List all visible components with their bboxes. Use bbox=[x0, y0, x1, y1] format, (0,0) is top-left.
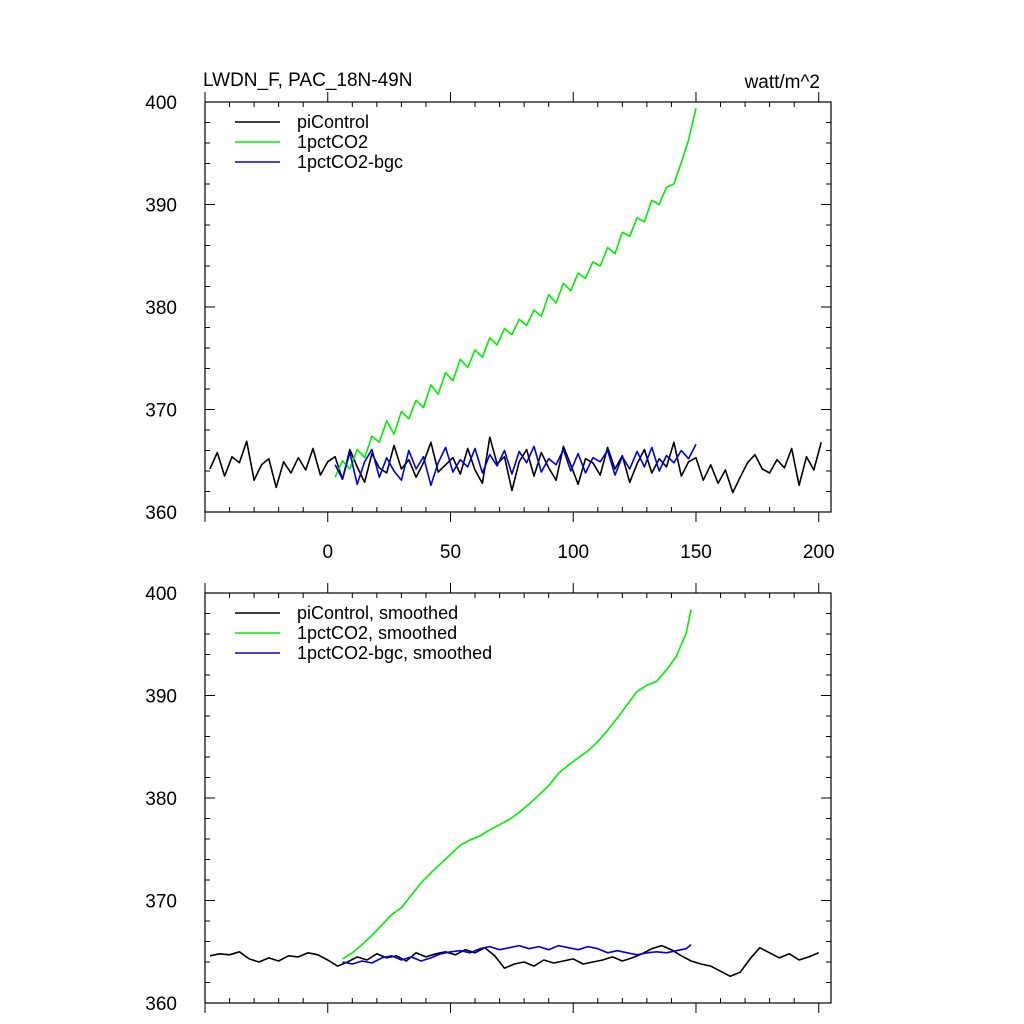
y-tick-label: 360 bbox=[145, 994, 177, 1015]
y-tick-label: 370 bbox=[145, 892, 177, 913]
legend-label: piControl bbox=[297, 112, 369, 132]
series-line-2 bbox=[342, 943, 692, 965]
legend-label: piControl, smoothed bbox=[297, 603, 458, 623]
y-tick-label: 370 bbox=[145, 401, 177, 422]
series-line-0 bbox=[209, 436, 822, 494]
y-tick-label: 390 bbox=[145, 687, 177, 708]
series-line-2 bbox=[334, 443, 697, 487]
series-line-0 bbox=[209, 944, 820, 978]
legend-label: 1pctCO2-bgc bbox=[297, 152, 403, 172]
y-tick-label: 360 bbox=[145, 503, 177, 524]
series-line-1 bbox=[342, 609, 692, 960]
y-tick-label: 400 bbox=[145, 584, 177, 605]
y-tick-label: 380 bbox=[145, 789, 177, 810]
legend-label: 1pctCO2, smoothed bbox=[297, 623, 457, 643]
units-label: watt/m^2 bbox=[744, 72, 820, 93]
y-tick-label: 400 bbox=[145, 93, 177, 114]
legend-label: 1pctCO2-bgc, smoothed bbox=[297, 643, 492, 663]
x-tick-label: 0 bbox=[322, 542, 333, 563]
x-tick-label: 150 bbox=[680, 542, 712, 563]
y-tick-label: 390 bbox=[145, 196, 177, 217]
x-tick-label: 50 bbox=[440, 542, 461, 563]
x-tick-label: 200 bbox=[803, 542, 835, 563]
x-tick-label: 100 bbox=[557, 542, 589, 563]
figure-title: LWDN_F, PAC_18N-49N bbox=[203, 70, 412, 91]
series-line-1 bbox=[334, 108, 697, 478]
y-tick-label: 380 bbox=[145, 298, 177, 319]
legend-label: 1pctCO2 bbox=[297, 132, 368, 152]
